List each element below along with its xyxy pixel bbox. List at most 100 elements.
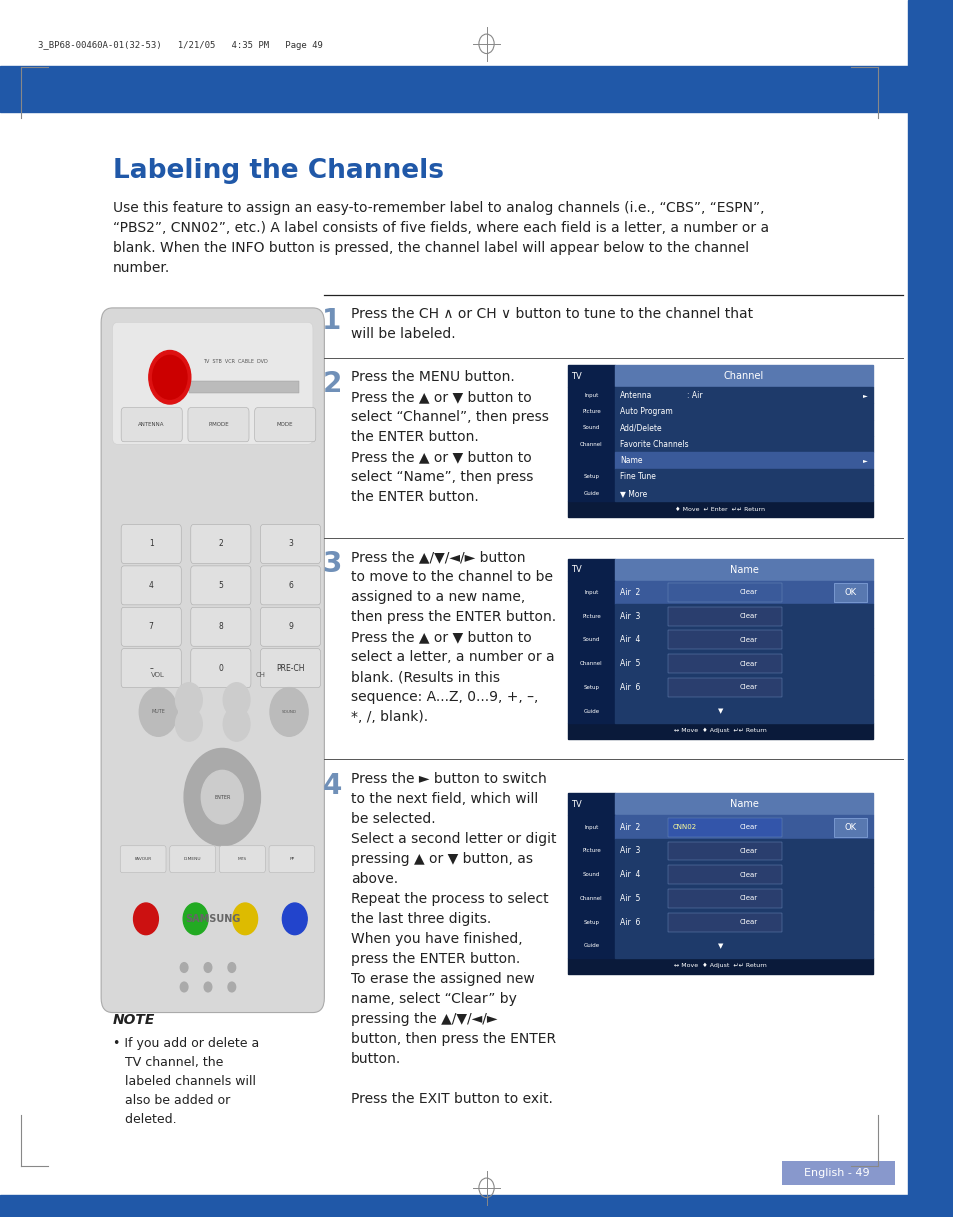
- Text: Name: Name: [729, 800, 758, 809]
- Text: Clear: Clear: [739, 661, 757, 667]
- Text: Channel: Channel: [723, 371, 763, 381]
- Bar: [615, 675, 872, 699]
- Bar: [615, 793, 872, 815]
- Text: : Air: : Air: [686, 391, 701, 399]
- FancyBboxPatch shape: [191, 607, 251, 646]
- Text: 1: 1: [149, 539, 153, 549]
- Text: MODE: MODE: [276, 422, 294, 427]
- Text: Press the ► button to switch
to the next field, which will
be selected.
Select a: Press the ► button to switch to the next…: [351, 772, 556, 1106]
- Text: TV  STB  VCR  CABLE  DVD: TV STB VCR CABLE DVD: [203, 359, 268, 364]
- Text: Air  4: Air 4: [619, 870, 639, 879]
- Text: 6: 6: [288, 581, 293, 590]
- Text: Air  4: Air 4: [619, 635, 639, 644]
- FancyBboxPatch shape: [121, 525, 181, 563]
- Bar: [567, 501, 872, 517]
- Bar: [667, 655, 781, 673]
- Text: Input: Input: [584, 393, 598, 398]
- Text: 2: 2: [218, 539, 223, 549]
- Text: Press the MENU button.
Press the ▲ or ▼ button to
select “Channel”, then press
t: Press the MENU button. Press the ▲ or ▼ …: [351, 370, 548, 504]
- Text: 3: 3: [322, 550, 341, 578]
- Text: ▼: ▼: [717, 708, 722, 714]
- Bar: [615, 910, 872, 935]
- Text: CNN02: CNN02: [672, 824, 696, 830]
- Text: PRE-CH: PRE-CH: [276, 663, 304, 673]
- Circle shape: [228, 963, 235, 972]
- Circle shape: [204, 982, 212, 992]
- Text: • If you add or delete a
   TV channel, the
   labeled channels will
   also be : • If you add or delete a TV channel, the…: [112, 1037, 258, 1126]
- Text: Air  2: Air 2: [619, 823, 639, 831]
- Text: Sound: Sound: [582, 638, 599, 643]
- FancyBboxPatch shape: [121, 607, 181, 646]
- Text: ►: ►: [862, 458, 866, 462]
- Bar: [615, 387, 872, 403]
- FancyBboxPatch shape: [121, 408, 182, 442]
- Circle shape: [180, 982, 188, 992]
- Text: Name: Name: [729, 565, 758, 574]
- Text: Air  2: Air 2: [619, 588, 639, 596]
- Circle shape: [149, 350, 191, 404]
- Text: D.MENU: D.MENU: [184, 857, 201, 862]
- Text: Clear: Clear: [739, 684, 757, 690]
- FancyBboxPatch shape: [120, 846, 166, 873]
- Text: PP: PP: [289, 857, 294, 862]
- Bar: [567, 365, 615, 387]
- Bar: [615, 403, 872, 420]
- Text: Clear: Clear: [739, 613, 757, 619]
- Text: Antenna: Antenna: [619, 391, 652, 399]
- Text: ANTENNA: ANTENNA: [138, 422, 165, 427]
- Text: English - 49: English - 49: [803, 1168, 868, 1178]
- Bar: [667, 842, 781, 860]
- Bar: [567, 365, 872, 517]
- FancyBboxPatch shape: [112, 323, 313, 444]
- Text: FAVOUR: FAVOUR: [134, 857, 152, 862]
- Text: Picture: Picture: [581, 409, 600, 414]
- Bar: [615, 935, 872, 958]
- Text: Add/Delete: Add/Delete: [619, 424, 662, 432]
- FancyBboxPatch shape: [269, 846, 314, 873]
- Text: 7: 7: [149, 622, 153, 632]
- Circle shape: [282, 903, 307, 935]
- Text: SAMSUNG: SAMSUNG: [185, 914, 240, 924]
- Text: OK: OK: [843, 823, 856, 832]
- Text: Picture: Picture: [581, 613, 600, 618]
- Text: Channel: Channel: [579, 661, 602, 666]
- Text: Clear: Clear: [739, 919, 757, 925]
- Bar: [615, 420, 872, 436]
- Circle shape: [133, 903, 158, 935]
- FancyBboxPatch shape: [191, 525, 251, 563]
- Text: Sound: Sound: [582, 426, 599, 431]
- Circle shape: [184, 748, 260, 846]
- Text: Picture: Picture: [581, 848, 600, 853]
- Bar: [567, 559, 615, 581]
- Text: 4: 4: [149, 581, 153, 590]
- FancyBboxPatch shape: [101, 308, 324, 1013]
- FancyBboxPatch shape: [121, 566, 181, 605]
- Text: Sound: Sound: [582, 873, 599, 877]
- Circle shape: [180, 963, 188, 972]
- Text: Press the CH ∧ or CH ∨ button to tune to the channel that
will be labeled.: Press the CH ∧ or CH ∨ button to tune to…: [351, 307, 753, 341]
- Text: Clear: Clear: [739, 871, 757, 877]
- Bar: [567, 723, 872, 739]
- FancyBboxPatch shape: [833, 583, 866, 602]
- FancyBboxPatch shape: [260, 525, 320, 563]
- Bar: [615, 559, 872, 581]
- Text: VOL: VOL: [151, 673, 165, 678]
- Text: 8: 8: [218, 622, 223, 632]
- Text: 5: 5: [218, 581, 223, 590]
- Bar: [615, 581, 872, 604]
- Bar: [567, 559, 872, 739]
- Text: SOUND: SOUND: [281, 710, 296, 714]
- Text: TV: TV: [571, 565, 581, 574]
- Circle shape: [175, 683, 202, 717]
- Bar: [615, 486, 872, 501]
- Text: Labeling the Channels: Labeling the Channels: [112, 158, 443, 184]
- Text: Fine Tune: Fine Tune: [619, 472, 656, 482]
- Text: Guide: Guide: [583, 490, 598, 495]
- Circle shape: [223, 707, 250, 741]
- Text: ▼: ▼: [717, 943, 722, 949]
- FancyBboxPatch shape: [260, 566, 320, 605]
- Text: Guide: Guide: [583, 943, 598, 948]
- Circle shape: [183, 903, 208, 935]
- Text: P.MODE: P.MODE: [208, 422, 229, 427]
- Text: Air  3: Air 3: [619, 612, 639, 621]
